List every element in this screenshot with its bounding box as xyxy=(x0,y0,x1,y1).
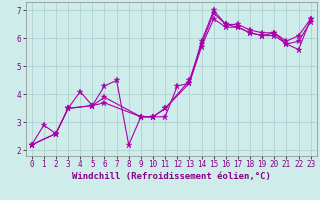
X-axis label: Windchill (Refroidissement éolien,°C): Windchill (Refroidissement éolien,°C) xyxy=(72,172,271,181)
